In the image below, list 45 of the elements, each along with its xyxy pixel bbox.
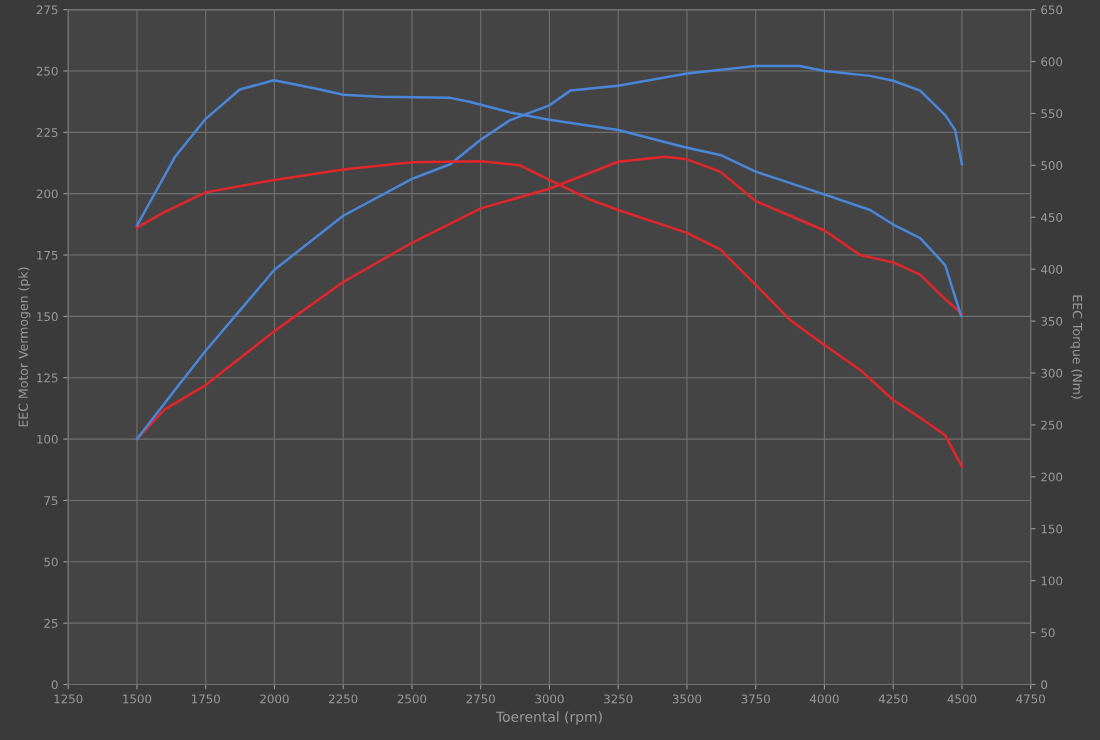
y2-tick-label: 50 xyxy=(1041,628,1055,638)
y-tick-label: 200 xyxy=(36,189,58,199)
line-series xyxy=(135,64,964,441)
x-tick-label: 3500 xyxy=(672,694,702,704)
x-axis-title: Toerental (rpm) xyxy=(495,711,602,725)
x-tick-label: 1500 xyxy=(123,694,152,704)
y-tick-label: 125 xyxy=(37,373,58,383)
y2-tick-label: 650 xyxy=(1041,5,1063,15)
y-tick-label: 0 xyxy=(51,680,58,690)
y-tick-label: 100 xyxy=(37,434,58,444)
y2-tick-label: 0 xyxy=(1041,680,1048,690)
y2-tick-label: 100 xyxy=(1041,576,1063,586)
x-tick-label: 3750 xyxy=(741,694,770,704)
y2-tick-label: 450 xyxy=(1041,213,1063,222)
x-tick-label: 2000 xyxy=(260,694,289,704)
y2-tick-label: 150 xyxy=(1041,524,1063,534)
y-tick-label: 175 xyxy=(37,250,58,260)
x-tick-label: 4250 xyxy=(878,694,908,704)
x-tick-label: 4500 xyxy=(947,694,977,704)
y2-axis-title: EEC Torque (Nm) xyxy=(1070,295,1083,399)
y-tick-label: 225 xyxy=(36,128,58,137)
y-tick-label: 250 xyxy=(36,66,58,76)
y-tick-label: 75 xyxy=(44,496,58,506)
x-tick-label: 2750 xyxy=(466,694,495,704)
y2-tick-label: 300 xyxy=(1041,368,1063,378)
y-tick-label: 50 xyxy=(44,557,58,567)
x-tick-label: 4000 xyxy=(810,694,839,704)
y2-tick-label: 250 xyxy=(1041,420,1063,430)
x-tick-label: 2500 xyxy=(397,694,427,704)
y2-tick-label: 400 xyxy=(1041,264,1063,274)
x-tick-label: 3000 xyxy=(535,694,564,704)
x-tick-label: 4750 xyxy=(1016,694,1045,704)
y2-tick-label: 550 xyxy=(1041,109,1063,119)
y-tick-label: 150 xyxy=(37,312,58,322)
x-tick-label: 1750 xyxy=(191,694,220,704)
x-tick-label: 3250 xyxy=(604,694,633,704)
y-tick-label: 275 xyxy=(36,5,58,15)
y2-tick-label: 600 xyxy=(1041,57,1063,67)
y2-tick-label: 500 xyxy=(1041,161,1063,171)
y-tick-label: 25 xyxy=(44,618,58,628)
x-tick-label: 2250 xyxy=(329,694,358,704)
x-tick-label: 1250 xyxy=(54,694,83,704)
y2-tick-label: 350 xyxy=(1041,316,1063,326)
y-axis-title: EEC Motor Vermogen (pk) xyxy=(18,267,31,427)
y2-tick-label: 200 xyxy=(1041,472,1063,482)
